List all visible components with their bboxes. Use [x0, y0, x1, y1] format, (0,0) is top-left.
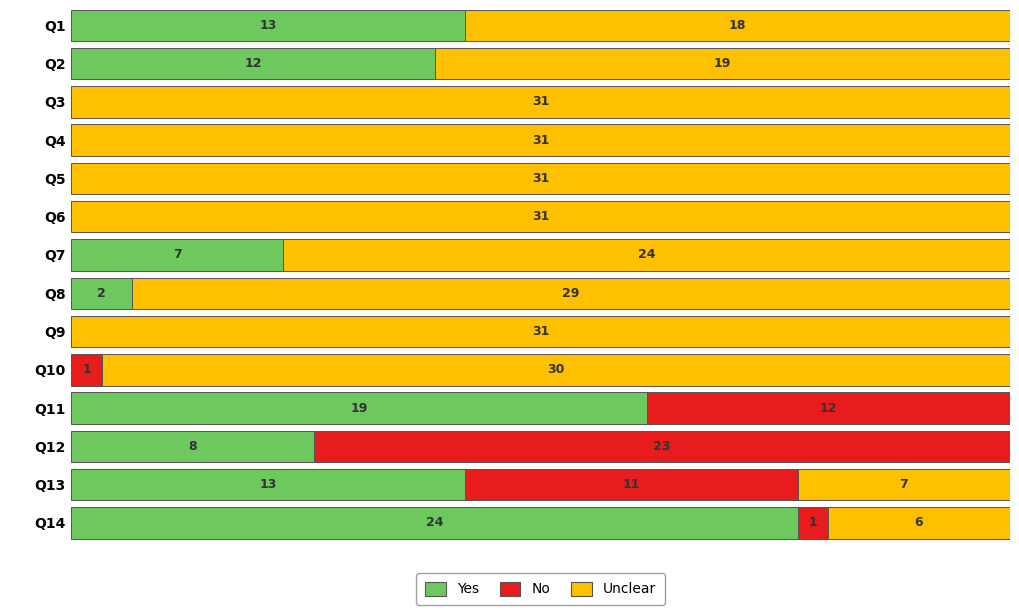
Bar — [71, 163, 1009, 194]
Text: 12: 12 — [818, 402, 837, 415]
Text: 12: 12 — [244, 57, 262, 70]
Text: 7: 7 — [173, 248, 181, 261]
Bar — [102, 354, 1009, 386]
Bar — [71, 86, 1009, 118]
Text: 31: 31 — [531, 210, 549, 223]
Bar — [71, 10, 465, 41]
Text: 1: 1 — [83, 363, 91, 376]
Text: 30: 30 — [546, 363, 564, 376]
Bar — [465, 469, 797, 500]
Bar — [71, 431, 313, 462]
Text: 31: 31 — [531, 172, 549, 185]
Text: 13: 13 — [259, 478, 276, 491]
Bar — [71, 392, 646, 424]
Text: 31: 31 — [531, 95, 549, 108]
Bar — [434, 48, 1009, 79]
Bar — [797, 507, 827, 538]
Text: 31: 31 — [531, 325, 549, 338]
Text: 11: 11 — [622, 478, 640, 491]
Bar — [827, 507, 1009, 538]
Bar — [71, 239, 283, 270]
Text: 29: 29 — [561, 287, 579, 300]
Bar — [313, 431, 1009, 462]
Bar — [71, 316, 1009, 347]
Bar — [131, 278, 1009, 309]
Bar — [71, 354, 102, 386]
Bar — [71, 124, 1009, 156]
Text: 6: 6 — [914, 516, 922, 529]
Bar — [71, 469, 465, 500]
Bar — [71, 201, 1009, 232]
Bar — [797, 469, 1009, 500]
Text: 24: 24 — [426, 516, 443, 529]
Text: 1: 1 — [808, 516, 816, 529]
Text: 8: 8 — [187, 440, 197, 453]
Text: 31: 31 — [531, 134, 549, 147]
Text: 19: 19 — [713, 57, 731, 70]
Bar — [465, 10, 1009, 41]
Text: 19: 19 — [350, 402, 367, 415]
Text: 13: 13 — [259, 19, 276, 32]
Bar — [71, 507, 797, 538]
Text: 2: 2 — [97, 287, 106, 300]
Bar — [71, 48, 434, 79]
Text: 18: 18 — [728, 19, 745, 32]
Text: 23: 23 — [652, 440, 669, 453]
Text: 7: 7 — [899, 478, 907, 491]
Text: 24: 24 — [637, 248, 654, 261]
Bar — [646, 392, 1009, 424]
Legend: Yes, No, Unclear: Yes, No, Unclear — [416, 573, 664, 605]
Bar — [71, 278, 131, 309]
Bar — [283, 239, 1009, 270]
